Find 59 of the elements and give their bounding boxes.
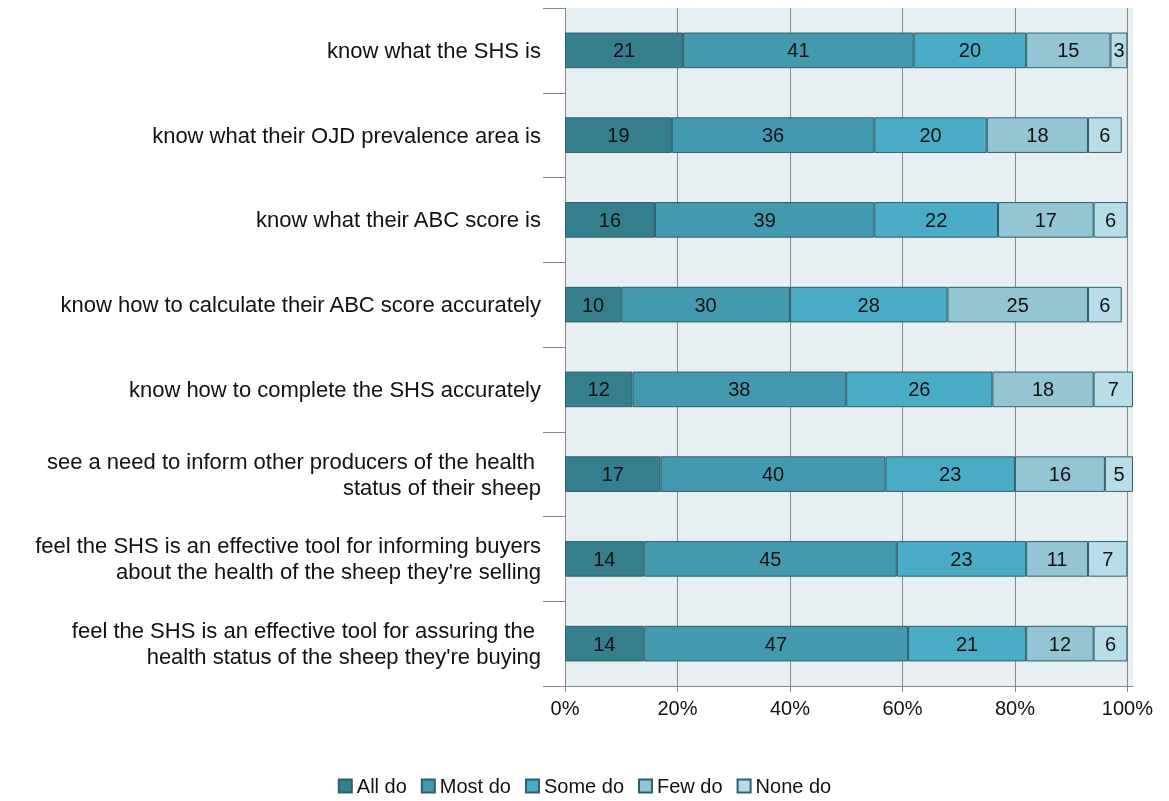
- y-tick-label: feel the SHS is an effective tool for assuring the health status of the sheep they're buying: [71, 618, 541, 670]
- data-label: 23: [939, 463, 962, 486]
- data-label: 7: [1107, 378, 1119, 401]
- data-label: 47: [764, 632, 788, 655]
- data-label: 14: [593, 632, 616, 655]
- data-label: 17: [601, 463, 624, 486]
- y-tick-label: know what their ABC score is: [256, 207, 541, 233]
- data-label: 3: [1113, 39, 1125, 62]
- legend-label: Most do: [439, 775, 511, 797]
- data-label: 30: [694, 293, 717, 316]
- data-label: 38: [728, 378, 751, 401]
- x-tick-label: 80%: [994, 697, 1036, 719]
- legend-label: Few do: [657, 775, 723, 797]
- y-tick-label: know how to complete the SHS accurately: [128, 376, 541, 402]
- data-label: 39: [753, 208, 776, 231]
- data-label: 23: [950, 547, 973, 570]
- y-tick-label: know what their OJD prevalence area is: [152, 122, 541, 148]
- data-label: 18: [1031, 378, 1055, 401]
- y-tick-label: know how to calculate their ABC score accurately: [60, 292, 541, 318]
- x-tick-label: 40%: [769, 697, 811, 719]
- data-label: 6: [1104, 632, 1117, 655]
- data-label: 18: [1026, 124, 1049, 147]
- data-label: 16: [598, 208, 622, 231]
- data-label: 25: [1006, 293, 1029, 316]
- data-label: 7: [1102, 547, 1114, 570]
- y-tick-label: feel the SHS is an effective tool for informing buyers about the health of the sheep they're selling: [35, 533, 541, 585]
- data-label: 20: [958, 39, 982, 62]
- x-tick-label: 60%: [882, 697, 923, 719]
- data-label: 41: [787, 39, 810, 62]
- data-label: 11: [1046, 547, 1068, 570]
- data-label: 6: [1099, 124, 1111, 147]
- data-label: 21: [955, 632, 979, 655]
- data-label: 15: [1057, 39, 1080, 62]
- data-label: 45: [759, 547, 782, 570]
- data-label: 6: [1099, 293, 1111, 316]
- y-tick-label: see a need to inform other producers of the health status of their sheep: [46, 448, 541, 500]
- x-tick-label: 0%: [550, 697, 580, 719]
- legend-label: None do: [755, 775, 832, 797]
- data-label: 26: [908, 378, 931, 401]
- data-label: 16: [1048, 463, 1072, 486]
- x-tick-label: 100%: [1101, 697, 1154, 719]
- legend-label: All do: [356, 775, 407, 797]
- data-label: 5: [1113, 463, 1125, 486]
- legend-label: Some do: [543, 775, 625, 797]
- data-label: 12: [1048, 632, 1072, 655]
- x-tick-label: 20%: [657, 697, 698, 719]
- data-label: 36: [761, 124, 785, 147]
- y-tick-label: know what the SHS is: [327, 37, 541, 63]
- data-label: 28: [857, 293, 880, 316]
- data-label: 40: [761, 463, 785, 486]
- data-label: 21: [612, 39, 636, 62]
- data-label: 10: [581, 293, 605, 316]
- data-label: 12: [587, 378, 610, 401]
- data-label: 22: [925, 208, 948, 231]
- data-label: 17: [1034, 208, 1057, 231]
- data-label: 14: [593, 547, 616, 570]
- data-label: 6: [1104, 208, 1117, 231]
- data-label: 19: [607, 124, 630, 147]
- data-label: 20: [919, 124, 942, 147]
